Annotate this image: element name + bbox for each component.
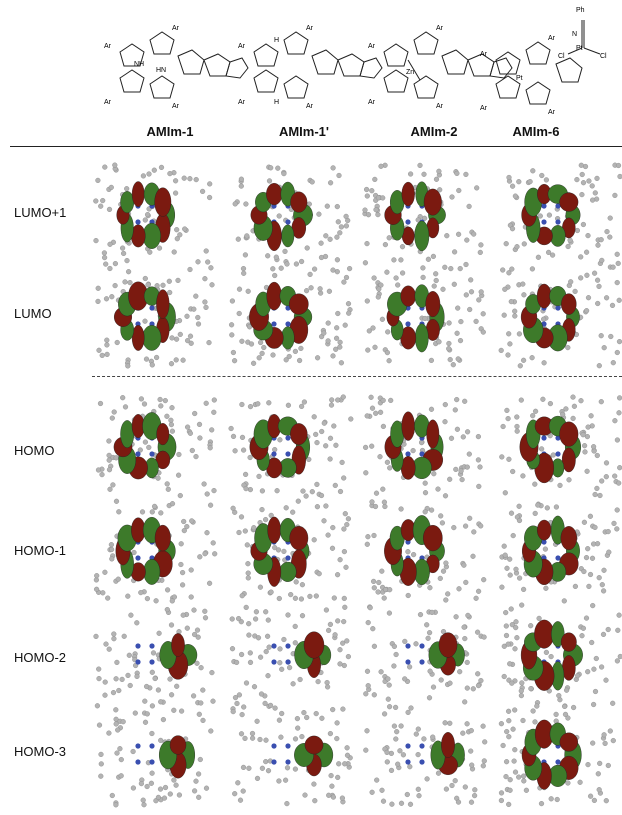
orbital-isosurface [496, 496, 622, 606]
svg-text:Ar: Ar [548, 35, 556, 42]
compound-name: AMIm-1' [278, 124, 330, 139]
svg-text:Ar: Ar [172, 25, 180, 32]
orbital-isosurface [226, 600, 356, 710]
orbital-isosurface [226, 160, 356, 270]
svg-text:Zn: Zn [406, 69, 414, 76]
svg-text:Ar: Ar [306, 25, 314, 32]
svg-text:Cl: Cl [558, 53, 565, 60]
compound-name: AMIm-2 [410, 124, 458, 139]
orbital-isosurface [360, 262, 490, 372]
orbital-isosurface [360, 160, 490, 270]
svg-text:Ph: Ph [576, 7, 585, 14]
orbital-isosurface [496, 262, 622, 372]
porphyrin-structure-drawing: Ar Ar Ar Ar NH HN [104, 25, 249, 110]
svg-text:Ar: Ar [306, 103, 314, 110]
svg-text:Cl: Cl [600, 53, 607, 60]
porphyrin-structure-drawing: Ph N Pt Cl Cl Ar Ar Ar Ar Pt [480, 7, 607, 116]
orbital-isosurface [226, 496, 356, 606]
structure-amim-2: Ar Ar Ar Ar Zn AMIm-2 [364, 0, 514, 140]
header-rule [10, 146, 622, 147]
orbital-label: HOMO [14, 443, 55, 458]
orbital-label: LUMO [14, 306, 52, 321]
orbital-isosurface [90, 496, 220, 606]
svg-text:Ar: Ar [104, 43, 112, 50]
svg-text:HN: HN [156, 67, 166, 74]
orbital-label: HOMO-3 [14, 744, 66, 759]
svg-text:Ar: Ar [238, 99, 246, 106]
svg-text:Ar: Ar [436, 103, 444, 110]
porphyrin-structure-drawing: Ar Ar Ar Ar H H [238, 25, 383, 110]
structure-amim-1: Ar Ar Ar Ar NH HN AMIm-1 [100, 0, 250, 140]
svg-text:Ar: Ar [480, 105, 488, 112]
svg-text:Ar: Ar [368, 43, 376, 50]
orbital-isosurface [360, 600, 490, 710]
orbital-label: HOMO-1 [14, 543, 66, 558]
structure-amim-6: Ph N Pt Cl Cl Ar Ar Ar Ar Pt AMIm-6 [476, 0, 622, 140]
svg-text:Ar: Ar [238, 43, 246, 50]
orbital-isosurface [360, 496, 490, 606]
orbital-isosurface [226, 700, 356, 810]
orbital-isosurface [360, 392, 490, 502]
orbital-isosurface [496, 392, 622, 502]
svg-text:Ar: Ar [104, 99, 112, 106]
svg-text:N: N [572, 31, 577, 38]
orbital-isosurface [496, 160, 622, 270]
lumo-homo-divider [92, 376, 622, 377]
svg-text:Ar: Ar [548, 109, 556, 116]
orbital-label: LUMO+1 [14, 205, 67, 220]
svg-text:Pt: Pt [576, 45, 583, 52]
orbital-isosurface [360, 700, 490, 810]
svg-text:Ar: Ar [172, 103, 180, 110]
svg-text:Ar: Ar [480, 51, 488, 58]
orbital-isosurface [90, 262, 220, 372]
svg-text:H: H [274, 37, 279, 44]
svg-text:Ar: Ar [436, 25, 444, 32]
orbital-label: HOMO-2 [14, 650, 66, 665]
svg-text:H: H [274, 99, 279, 106]
compound-name: AMIm-1 [146, 124, 194, 139]
svg-text:Ar: Ar [368, 99, 376, 106]
orbital-isosurface [496, 700, 622, 810]
compound-name: AMIm-6 [512, 124, 560, 139]
orbital-isosurface [90, 392, 220, 502]
orbital-isosurface [226, 392, 356, 502]
orbital-isosurface [90, 160, 220, 270]
orbital-isosurface [496, 600, 622, 710]
structure-amim-1-prime: Ar Ar Ar Ar H H AMIm-1' [234, 0, 384, 140]
structure-header: Ar Ar Ar Ar NH HN AMIm-1 Ar Ar Ar Ar H [0, 0, 622, 140]
orbital-isosurface [226, 262, 356, 372]
svg-text:NH: NH [134, 61, 144, 68]
svg-text:Pt: Pt [516, 75, 523, 82]
orbital-isosurface [90, 700, 220, 810]
orbital-isosurface [90, 600, 220, 710]
porphyrin-structure-drawing: Ar Ar Ar Ar Zn [368, 25, 513, 110]
